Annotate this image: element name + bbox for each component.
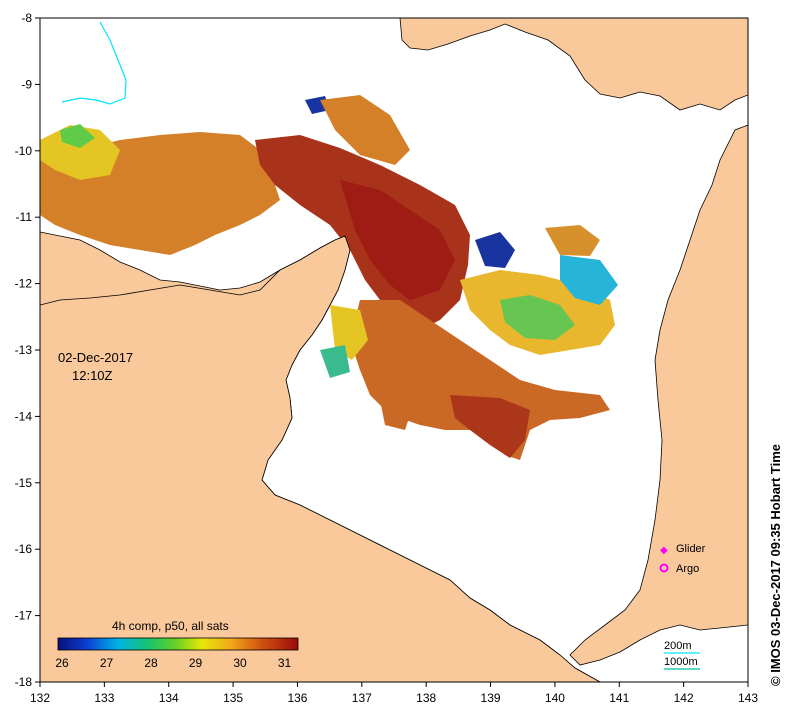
credit-text: © IMOS 03-Dec-2017 09:35 Hobart Time [768, 444, 783, 686]
glider-label: Glider [676, 543, 706, 555]
lon-tick-label: 143 [738, 691, 758, 705]
land-cape-york [569, 124, 748, 666]
lat-tick-label: -12 [15, 277, 33, 291]
lat-tick-label: -13 [15, 343, 33, 357]
lon-tick-label: 138 [416, 691, 436, 705]
lon-tick-label: 134 [159, 691, 179, 705]
colorbar-tick-label: 26 [55, 656, 69, 670]
glider-marker-icon: ◆ [660, 545, 668, 556]
contour-1000m-label: 1000m [664, 656, 698, 668]
lon-tick-label: 139 [481, 691, 501, 705]
contour-200m [61, 21, 127, 105]
lat-tick-label: -8 [21, 11, 32, 25]
argo-marker-icon [659, 563, 669, 573]
colorbar-tick-label: 31 [278, 656, 292, 670]
colorbar-ticks: 26 27 28 29 30 31 [55, 656, 291, 670]
legend-title: 4h comp, p50, all sats [112, 619, 229, 633]
lon-tick-label: 132 [30, 691, 50, 705]
lat-tick-label: -18 [15, 675, 33, 689]
colorbar-tick-label: 29 [189, 656, 203, 670]
lon-tick-label: 133 [94, 691, 114, 705]
argo-label: Argo [676, 563, 699, 575]
latitude-axis: -8 -9 -10 -11 -12 -13 -14 -15 -16 -17 -18 [15, 11, 40, 689]
lat-tick-label: -15 [15, 476, 33, 490]
lon-tick-label: 140 [545, 691, 565, 705]
lat-tick-label: -14 [15, 409, 33, 423]
lon-tick-label: 137 [352, 691, 372, 705]
lat-tick-label: -11 [16, 210, 33, 224]
lat-tick-label: -17 [15, 609, 33, 623]
colorbar-tick-label: 30 [233, 656, 247, 670]
date-label: 02-Dec-2017 [58, 350, 133, 365]
lat-tick-label: -9 [21, 77, 32, 91]
longitude-axis: 132 133 134 135 136 137 138 139 140 141 142 143 [30, 682, 758, 705]
contour-200m-label: 200m [664, 640, 692, 652]
land-new-guinea [399, 18, 748, 111]
lat-tick-label: -10 [15, 144, 33, 158]
lat-tick-label: -16 [15, 542, 33, 556]
lon-tick-label: 141 [609, 691, 629, 705]
sst-colorbar [57, 637, 299, 651]
colorbar-tick-label: 28 [144, 656, 158, 670]
lon-tick-label: 136 [287, 691, 307, 705]
colorbar-tick-label: 27 [100, 656, 114, 670]
time-label: 12:10Z [72, 368, 113, 383]
lon-tick-label: 142 [674, 691, 694, 705]
sst-data-layer [40, 95, 618, 460]
lon-tick-label: 135 [223, 691, 243, 705]
